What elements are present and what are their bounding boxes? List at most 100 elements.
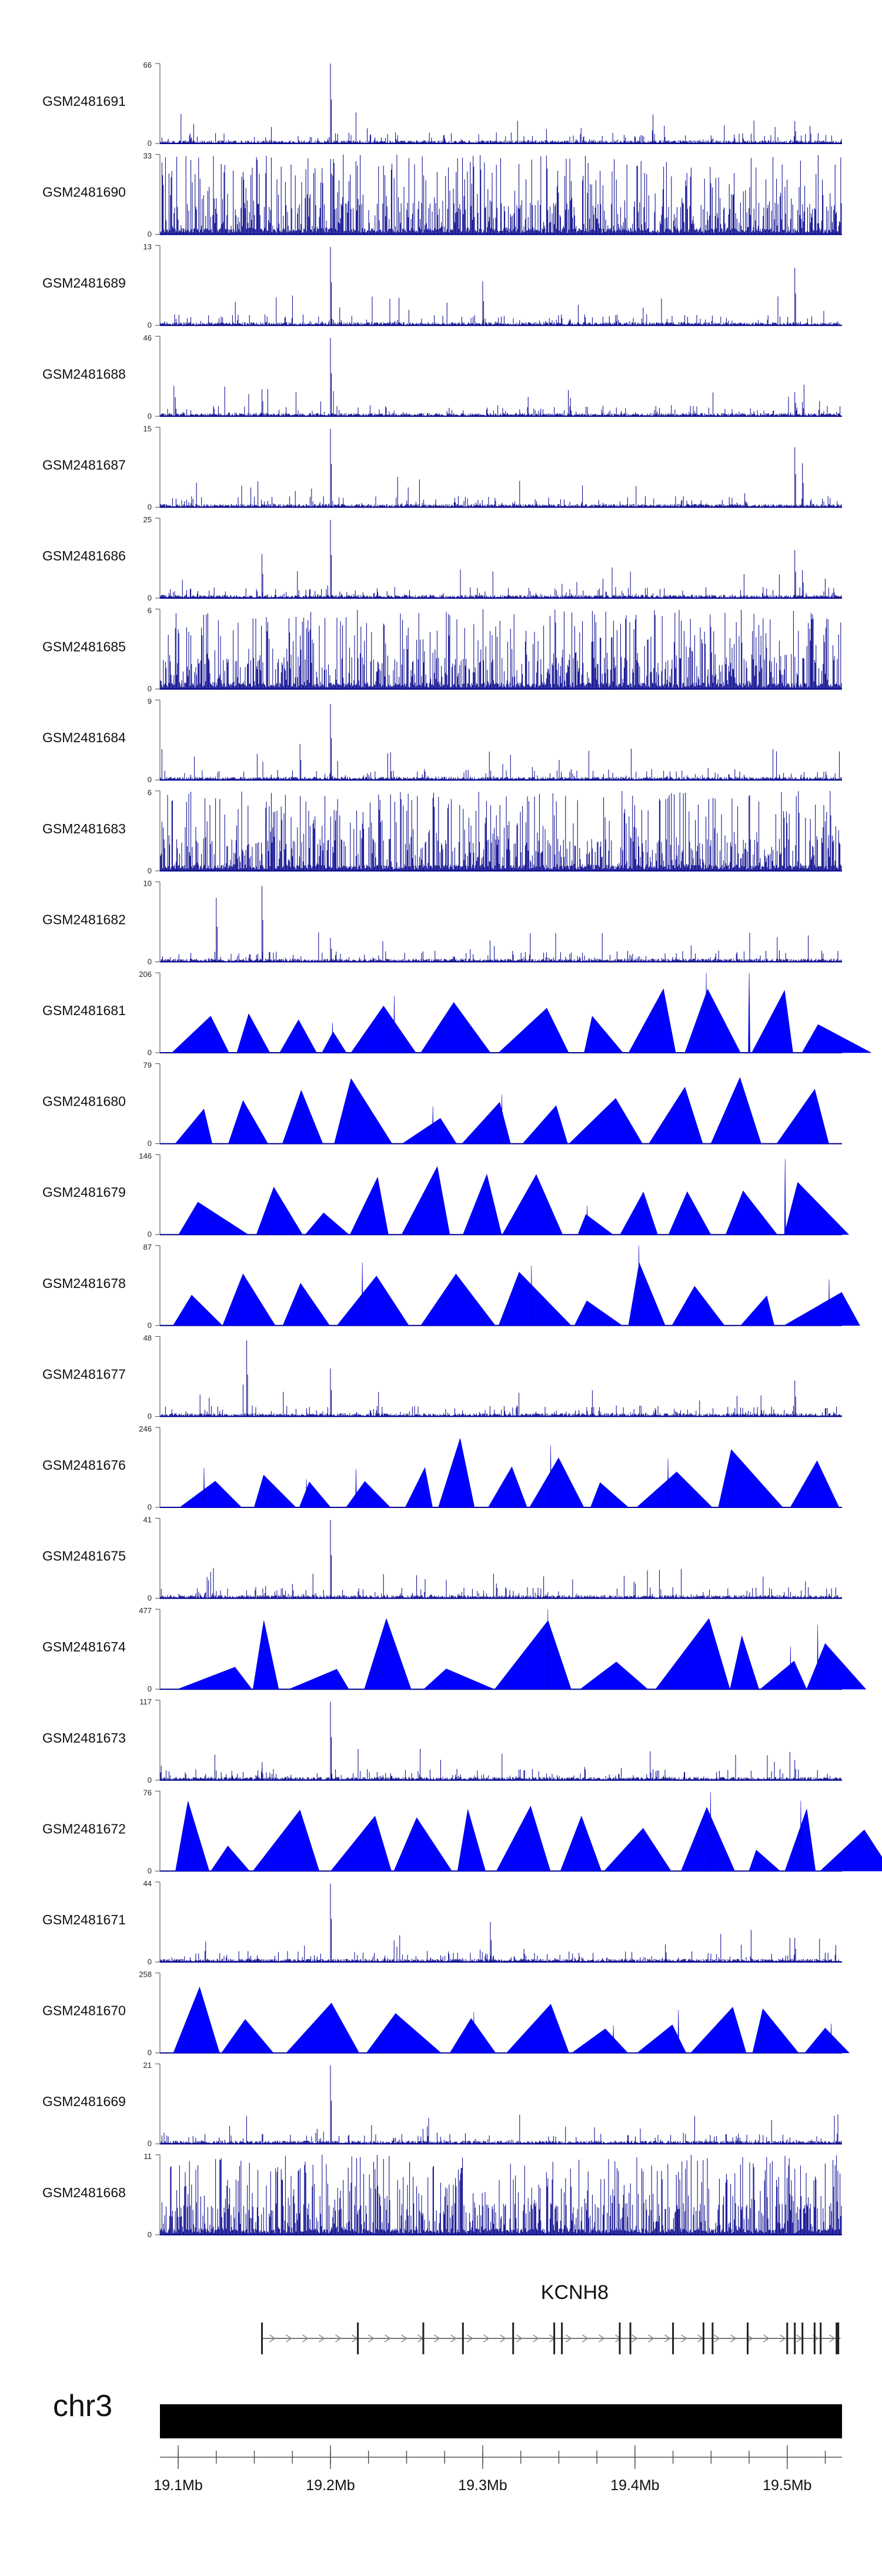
- track-GSM2481671: GSM2481671 44 0: [42, 1879, 842, 1966]
- exon-mark: [553, 2323, 556, 2354]
- y-min-label: 0: [148, 1957, 152, 1966]
- coverage-bars: [160, 338, 842, 416]
- y-max-label: 25: [143, 515, 152, 524]
- track-name: GSM2481686: [42, 548, 126, 563]
- track-name: GSM2481685: [42, 639, 126, 655]
- coverage-triangles: [175, 1077, 829, 1144]
- track-GSM2481687: GSM2481687 15 0: [42, 424, 842, 511]
- track-name: GSM2481680: [42, 1094, 126, 1109]
- coverage-triangles: [175, 1791, 882, 1871]
- coverage-bars: [160, 429, 842, 508]
- track-name: GSM2481683: [42, 821, 126, 836]
- y-min-label: 0: [148, 1230, 152, 1239]
- gene-strand-chevrons: [269, 2334, 836, 2343]
- y-max-label: 79: [143, 1061, 152, 1070]
- coverage-bars: [160, 2155, 842, 2235]
- axis-tick-label: 19.2Mb: [306, 2477, 355, 2494]
- y-min-label: 0: [148, 1684, 152, 1693]
- exon-mark: [794, 2323, 796, 2354]
- track-name: GSM2481671: [42, 1912, 126, 1927]
- coverage-bars: [160, 790, 842, 871]
- exon-mark: [357, 2323, 359, 2354]
- y-max-label: 87: [143, 1243, 152, 1252]
- exon-mark: [422, 2323, 425, 2354]
- y-max-label: 41: [143, 1516, 152, 1524]
- track-name: GSM2481690: [42, 185, 126, 200]
- y-min-label: 0: [148, 1594, 152, 1603]
- exon-mark: [512, 2323, 514, 2354]
- y-max-label: 6: [148, 788, 152, 797]
- coverage-triangles: [171, 972, 871, 1053]
- axis-tick-label: 19.4Mb: [610, 2477, 659, 2494]
- coverage-bars: [160, 704, 842, 780]
- axis-tick-label: 19.3Mb: [458, 2477, 507, 2494]
- track-GSM2481682: GSM2481682 10 0: [42, 879, 842, 966]
- coverage-bars: [160, 154, 842, 235]
- y-max-label: 33: [143, 152, 152, 161]
- chromosome-ideogram: chr3: [53, 2389, 842, 2438]
- y-min-label: 0: [148, 412, 152, 421]
- y-min-label: 0: [148, 230, 152, 239]
- y-max-label: 477: [139, 1606, 152, 1615]
- y-min-label: 0: [148, 685, 152, 693]
- y-min-label: 0: [148, 1412, 152, 1420]
- y-min-label: 0: [148, 866, 152, 875]
- track-GSM2481672: GSM2481672 76 0: [42, 1788, 882, 1875]
- coverage-bars: [160, 1520, 842, 1599]
- chromosome-label: chr3: [53, 2389, 112, 2423]
- y-max-label: 48: [143, 1333, 152, 1342]
- track-GSM2481670: GSM2481670 258 0: [42, 1970, 850, 2057]
- y-min-label: 0: [148, 2139, 152, 2148]
- y-max-label: 44: [143, 1879, 152, 1888]
- y-min-label: 0: [148, 1866, 152, 1875]
- y-max-label: 76: [143, 1788, 152, 1797]
- track-GSM2481676: GSM2481676 246 0: [42, 1424, 842, 1511]
- exon-mark: [820, 2323, 822, 2354]
- track-GSM2481678: GSM2481678 87 0: [42, 1243, 860, 1330]
- track-name: GSM2481679: [42, 1184, 126, 1200]
- track-GSM2481669: GSM2481669 21 0: [42, 2061, 842, 2148]
- y-min-label: 0: [148, 1321, 152, 1330]
- y-min-label: 0: [148, 1776, 152, 1784]
- track-name: GSM2481675: [42, 1549, 126, 1564]
- y-min-label: 0: [148, 593, 152, 602]
- y-max-label: 46: [143, 333, 152, 342]
- y-min-label: 0: [148, 1139, 152, 1148]
- track-GSM2481683: GSM2481683 6 0: [42, 788, 842, 875]
- y-max-label: 66: [143, 61, 152, 69]
- track-name: GSM2481684: [42, 730, 126, 745]
- track-name: GSM2481691: [42, 94, 126, 109]
- y-max-label: 11: [144, 2152, 152, 2161]
- track-name: GSM2481674: [42, 1639, 126, 1654]
- axis-tick-label: 19.1Mb: [153, 2477, 202, 2494]
- y-min-label: 0: [148, 2230, 152, 2239]
- track-GSM2481677: GSM2481677 48 0: [42, 1333, 842, 1420]
- coverage-tracks: GSM2481691660GSM2481690330GSM2481689130G…: [42, 61, 882, 2239]
- track-name: GSM2481682: [42, 912, 126, 927]
- y-max-label: 10: [143, 879, 152, 887]
- exon-mark: [801, 2323, 804, 2354]
- genome-axis: 19.1Mb 19.2Mb 19.3Mb 19.4Mb 19.5Mb: [153, 2445, 842, 2494]
- gene-label: KCNH8: [541, 2281, 609, 2304]
- gene-track: KCNH8: [261, 2281, 841, 2354]
- y-min-label: 0: [148, 2048, 152, 2057]
- y-max-label: 13: [143, 242, 152, 251]
- track-name: GSM2481669: [42, 2094, 126, 2109]
- track-name: GSM2481677: [42, 1366, 126, 1382]
- exon-mark: [836, 2323, 840, 2354]
- y-max-label: 258: [139, 1970, 152, 1979]
- y-max-label: 15: [143, 424, 152, 433]
- coverage-bars: [160, 519, 842, 598]
- y-max-label: 6: [148, 606, 152, 615]
- track-GSM2481686: GSM2481686 25 0: [42, 515, 842, 602]
- coverage-bars: [160, 64, 842, 144]
- coverage-triangles: [178, 1609, 867, 1690]
- track-name: GSM2481689: [42, 275, 126, 291]
- track-GSM2481691: GSM2481691 66 0: [42, 61, 842, 148]
- coverage-bars: [160, 246, 842, 326]
- track-name: GSM2481676: [42, 1457, 126, 1473]
- track-GSM2481681: GSM2481681 206 0: [42, 970, 871, 1057]
- track-name: GSM2481672: [42, 1821, 126, 1836]
- track-GSM2481689: GSM2481689 13 0: [42, 242, 842, 329]
